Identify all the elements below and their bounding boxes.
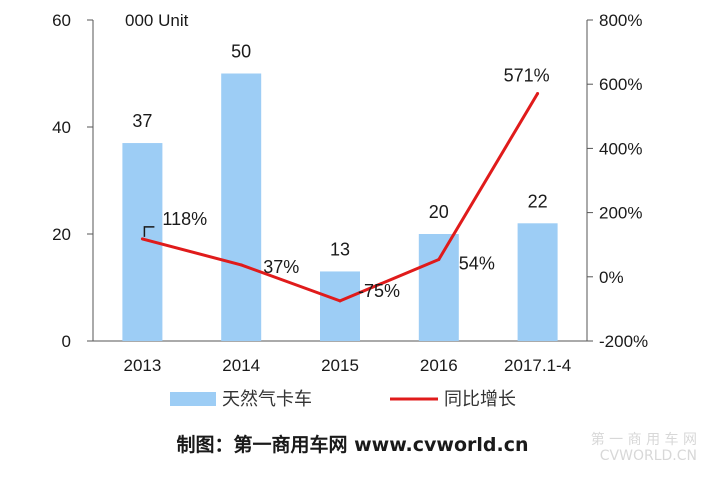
bar bbox=[418, 234, 459, 341]
line-series: 118% 37% -75% 54% 571% bbox=[140, 66, 550, 303]
bar bbox=[221, 73, 262, 341]
line-point bbox=[536, 92, 540, 96]
chart-credit: 制图：第一商用车网 www.cvworld.cn bbox=[176, 434, 529, 456]
line-point bbox=[338, 299, 342, 303]
bar bbox=[320, 271, 360, 341]
line-data-label: -75% bbox=[358, 281, 400, 301]
line-data-label: 571% bbox=[504, 66, 550, 86]
left-tick-label: 20 bbox=[52, 225, 71, 244]
watermark: 第 一 商 用 车 网 CVWORLD.CN bbox=[591, 432, 697, 464]
left-tick-label: 0 bbox=[62, 332, 71, 351]
legend-line-label: 同比增长 bbox=[444, 389, 516, 410]
bar-data-label: 37 bbox=[132, 111, 152, 131]
line-data-label: 37% bbox=[263, 257, 299, 277]
right-tick-label: 600% bbox=[599, 75, 642, 94]
line-data-label: 118% bbox=[162, 209, 207, 229]
right-tick-label: 200% bbox=[599, 204, 642, 223]
line-point bbox=[239, 263, 243, 267]
legend-bar-label: 天然气卡车 bbox=[222, 389, 312, 410]
combo-chart: 000 Unit 0 20 40 60 -200% 0% 200% 400% 600% 800%… bbox=[52, 11, 648, 410]
legend: 天然气卡车 同比增长 bbox=[170, 389, 516, 410]
right-tick-label: -200% bbox=[599, 332, 648, 351]
x-tick-label: 2014 bbox=[222, 356, 260, 375]
x-tick-label: 2015 bbox=[321, 356, 359, 375]
legend-bar-swatch bbox=[170, 392, 216, 406]
bar-data-label: 20 bbox=[429, 202, 449, 222]
x-tick-label: 2013 bbox=[123, 356, 161, 375]
x-axis: 2013 2014 2015 2016 2017.1-4 bbox=[93, 340, 587, 375]
watermark-line-2: CVWORLD.CN bbox=[599, 448, 697, 464]
x-tick-label: 2017.1-4 bbox=[504, 356, 571, 375]
line-data-label: 54% bbox=[459, 253, 495, 273]
x-tick-label: 2016 bbox=[420, 356, 458, 375]
line-point bbox=[437, 257, 441, 261]
bar-data-label: 50 bbox=[231, 42, 251, 62]
data-label-leader bbox=[143, 226, 155, 237]
right-tick-label: 800% bbox=[599, 11, 642, 30]
left-axis: 0 20 40 60 bbox=[52, 11, 94, 351]
bar-series: 37 50 13 20 22 bbox=[122, 42, 558, 341]
line-point bbox=[140, 237, 144, 241]
bar-data-label: 13 bbox=[330, 239, 350, 259]
right-tick-label: 0% bbox=[599, 268, 624, 287]
right-tick-label: 400% bbox=[599, 139, 642, 158]
unit-label: 000 Unit bbox=[125, 11, 189, 30]
bar bbox=[517, 223, 558, 341]
watermark-line-1: 第 一 商 用 车 网 bbox=[590, 432, 697, 448]
left-tick-label: 40 bbox=[52, 118, 71, 137]
bar-data-label: 22 bbox=[528, 191, 548, 211]
left-tick-label: 60 bbox=[52, 11, 71, 30]
right-axis: -200% 0% 200% 400% 600% 800% bbox=[586, 11, 648, 351]
